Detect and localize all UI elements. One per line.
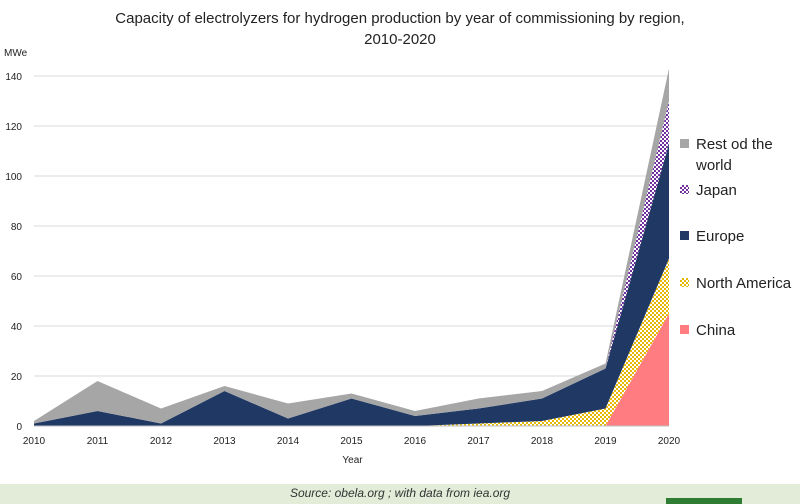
y-tick-label: 140 <box>5 72 22 83</box>
x-tick-label: 2020 <box>658 436 681 447</box>
x-tick-label: 2016 <box>404 436 427 447</box>
chart-title-line-1: Capacity of electrolyzers for hydrogen p… <box>115 10 685 27</box>
legend-swatch-europe <box>680 231 689 240</box>
y-tick-label: 0 <box>16 422 22 433</box>
legend-label-europe: Europe <box>696 228 745 245</box>
area-europe <box>34 143 669 426</box>
x-tick-label: 2013 <box>213 436 236 447</box>
area-japan <box>34 101 669 424</box>
legend-label-north-america: North America <box>696 275 792 292</box>
y-tick-label: 100 <box>5 172 22 183</box>
y-tick-label: 80 <box>11 222 23 233</box>
y-tick-label: 20 <box>11 372 23 383</box>
x-tick-label: 2012 <box>150 436 173 447</box>
x-tick-label: 2015 <box>340 436 363 447</box>
y-tick-label: 40 <box>11 322 23 333</box>
y-axis-label: MWe <box>4 48 28 59</box>
x-tick-label: 2011 <box>87 436 109 447</box>
x-tick-label: 2018 <box>531 436 554 447</box>
area-north-america <box>34 258 669 426</box>
legend-label-china: China <box>696 322 736 339</box>
area-rest-od-the-world <box>34 68 669 424</box>
source-note: Source: obela.org ; with data from iea.o… <box>289 486 511 500</box>
legend-label-japan: Japan <box>696 182 737 199</box>
x-tick-label: 2019 <box>594 436 617 447</box>
legend-swatch-north-america <box>680 278 689 287</box>
y-tick-label: 120 <box>5 122 22 133</box>
footer-button[interactable] <box>666 498 742 504</box>
x-tick-label: 2014 <box>277 436 300 447</box>
legend-swatch-rest-od-the-world <box>680 139 689 148</box>
footer-band <box>0 484 800 504</box>
legend-label-rest-od-the-world: Rest od the world <box>696 136 773 174</box>
legend-swatch-japan <box>680 185 689 194</box>
chart-title: Capacity of electrolyzers for hydrogen p… <box>30 8 770 50</box>
x-axis-label: Year <box>342 455 363 466</box>
x-tick-label: 2017 <box>467 436 490 447</box>
x-tick-label: 2010 <box>23 436 46 447</box>
legend-swatch-china <box>680 325 689 334</box>
y-tick-label: 60 <box>11 272 23 283</box>
chart-title-line-2: 2010-2020 <box>364 31 436 48</box>
